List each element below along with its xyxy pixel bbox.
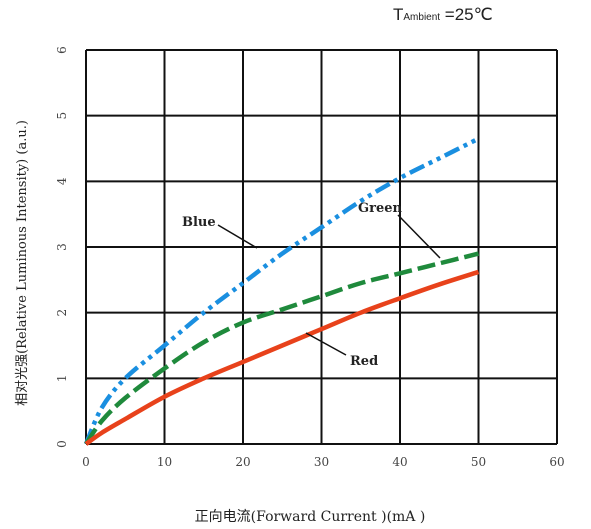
series-line-green: [84, 251, 480, 446]
series-labels: Blue Green Red: [182, 201, 402, 369]
y-tick-label: 3: [55, 243, 69, 251]
y-tick-label: 5: [55, 112, 69, 120]
tick-labels: 0 10 20 30 40 50 60 0 1 2 3 4 5 6: [55, 46, 565, 469]
leader-line-green: [397, 214, 441, 259]
y-tick-label: 6: [55, 46, 69, 54]
y-tick-label: 2: [55, 309, 69, 317]
x-tick-label: 10: [157, 455, 172, 469]
y-tick-label: 4: [55, 177, 69, 185]
y-axis-title: 相对光强(Relative Luminous Intensity) (a.u.): [15, 120, 30, 406]
x-tick-label: 40: [392, 455, 407, 469]
y-tick-label: 0: [55, 440, 69, 448]
series-layer: [83, 136, 480, 446]
y-tick-label: 1: [55, 375, 69, 383]
leader-lines: [217, 214, 441, 356]
x-tick-label: 30: [314, 455, 329, 469]
series-label-green: Green: [358, 201, 402, 216]
series-label-blue: Blue: [182, 215, 216, 230]
x-tick-label: 50: [471, 455, 486, 469]
condition-suffix: =25℃: [440, 5, 493, 24]
condition-subscript: Ambient: [403, 12, 440, 23]
series-line-red: [84, 269, 480, 446]
ambient-condition: TAmbient =25℃: [393, 5, 493, 24]
leader-line-red: [305, 332, 347, 356]
x-tick-label: 20: [235, 455, 250, 469]
condition-prefix: T: [393, 5, 403, 24]
series-line-blue: [83, 136, 480, 445]
x-tick-label: 0: [82, 455, 90, 469]
x-tick-label: 60: [549, 455, 564, 469]
x-axis-title: 正向电流(Forward Current )(mA ): [195, 509, 426, 525]
grid: [85, 49, 558, 445]
series-label-red: Red: [350, 354, 378, 369]
leader-line-blue: [217, 224, 258, 249]
